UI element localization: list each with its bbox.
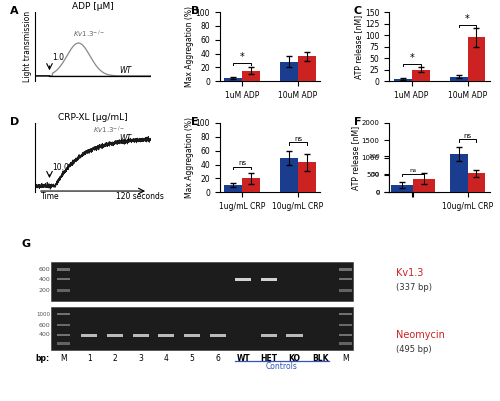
Text: M: M xyxy=(342,354,349,363)
Bar xyxy=(107,334,123,337)
Bar xyxy=(58,313,70,315)
Text: bp:: bp: xyxy=(36,354,50,363)
Bar xyxy=(340,278,352,280)
Text: *: * xyxy=(410,53,414,63)
Bar xyxy=(340,342,352,345)
Bar xyxy=(132,334,148,337)
Text: HET: HET xyxy=(260,354,278,363)
Bar xyxy=(340,334,352,336)
Bar xyxy=(286,334,302,337)
Title: CRP-XL [μg/mL]: CRP-XL [μg/mL] xyxy=(58,113,128,122)
Text: ns: ns xyxy=(294,136,302,142)
Text: F: F xyxy=(354,117,362,128)
Text: 10.0: 10.0 xyxy=(52,162,70,172)
Text: $Kv1.3^{-/-}$: $Kv1.3^{-/-}$ xyxy=(93,124,125,136)
Bar xyxy=(224,185,242,192)
Text: 200: 200 xyxy=(38,288,50,293)
Text: *: * xyxy=(465,14,470,24)
Bar xyxy=(51,262,353,301)
Bar xyxy=(58,289,70,292)
Text: 400: 400 xyxy=(38,332,50,338)
Bar xyxy=(280,158,298,192)
Bar xyxy=(340,289,352,292)
Text: Kv1.3: Kv1.3 xyxy=(396,268,423,278)
Text: 5: 5 xyxy=(190,354,194,363)
Title: ADP [μM]: ADP [μM] xyxy=(72,2,114,11)
Text: *: * xyxy=(240,52,244,62)
Text: WT: WT xyxy=(119,134,131,143)
Text: 3: 3 xyxy=(138,354,143,363)
Text: 600: 600 xyxy=(38,267,50,272)
Bar xyxy=(58,342,70,345)
Text: ns: ns xyxy=(408,183,416,189)
Bar xyxy=(412,70,430,81)
Y-axis label: Max Aggregation (%): Max Aggregation (%) xyxy=(185,117,194,198)
Text: WT: WT xyxy=(236,354,250,363)
Bar xyxy=(242,71,260,81)
Text: KO: KO xyxy=(288,354,300,363)
Text: ns: ns xyxy=(238,160,246,166)
Text: (337 bp): (337 bp) xyxy=(396,283,432,292)
Bar xyxy=(235,277,252,281)
Text: Neomycin: Neomycin xyxy=(396,330,445,340)
Bar xyxy=(412,191,430,192)
Y-axis label: Light transmission: Light transmission xyxy=(23,11,32,82)
Bar xyxy=(261,277,277,281)
Text: 2: 2 xyxy=(112,354,117,363)
Text: D: D xyxy=(10,117,19,128)
Text: 120 seconds: 120 seconds xyxy=(116,192,164,201)
Text: ns: ns xyxy=(464,133,471,139)
Text: 600: 600 xyxy=(38,323,50,328)
Text: M: M xyxy=(60,354,67,363)
Bar xyxy=(298,162,316,192)
Bar xyxy=(58,278,70,280)
Bar xyxy=(298,57,316,81)
Bar xyxy=(340,268,352,271)
Text: Controls: Controls xyxy=(266,362,298,371)
Text: 1000: 1000 xyxy=(36,312,50,317)
Text: C: C xyxy=(354,6,362,16)
Bar xyxy=(468,37,485,81)
Bar xyxy=(224,78,242,81)
Text: B: B xyxy=(192,6,200,16)
Bar xyxy=(340,313,352,315)
Bar xyxy=(280,62,298,81)
Text: E: E xyxy=(192,117,199,128)
Bar xyxy=(82,334,98,337)
Text: G: G xyxy=(21,239,30,249)
Y-axis label: ATP release [nM]: ATP release [nM] xyxy=(354,14,364,79)
Y-axis label: ATP release [nM]: ATP release [nM] xyxy=(351,126,360,190)
Bar xyxy=(261,334,277,337)
Bar xyxy=(58,324,70,326)
Text: (495 bp): (495 bp) xyxy=(396,345,432,354)
Text: 4: 4 xyxy=(164,354,168,363)
Bar xyxy=(242,178,260,192)
Bar xyxy=(394,79,411,81)
Bar xyxy=(468,173,485,192)
Bar xyxy=(210,334,226,337)
Text: 1: 1 xyxy=(87,354,92,363)
Text: BLK: BLK xyxy=(312,354,328,363)
Bar xyxy=(450,77,468,81)
Bar xyxy=(340,324,352,326)
Text: WT: WT xyxy=(119,66,131,75)
Y-axis label: Max Aggregation (%): Max Aggregation (%) xyxy=(185,6,194,87)
Text: A: A xyxy=(10,6,18,16)
Text: 1.0: 1.0 xyxy=(52,53,64,62)
Text: 400: 400 xyxy=(38,277,50,282)
Bar xyxy=(158,334,174,337)
Text: Time: Time xyxy=(41,192,60,201)
Bar xyxy=(184,334,200,337)
Text: $Kv1.3^{-/-}$: $Kv1.3^{-/-}$ xyxy=(72,29,105,40)
Bar xyxy=(58,268,70,271)
Text: 6: 6 xyxy=(215,354,220,363)
Bar xyxy=(58,334,70,336)
Bar xyxy=(450,154,468,192)
Bar xyxy=(51,307,353,350)
